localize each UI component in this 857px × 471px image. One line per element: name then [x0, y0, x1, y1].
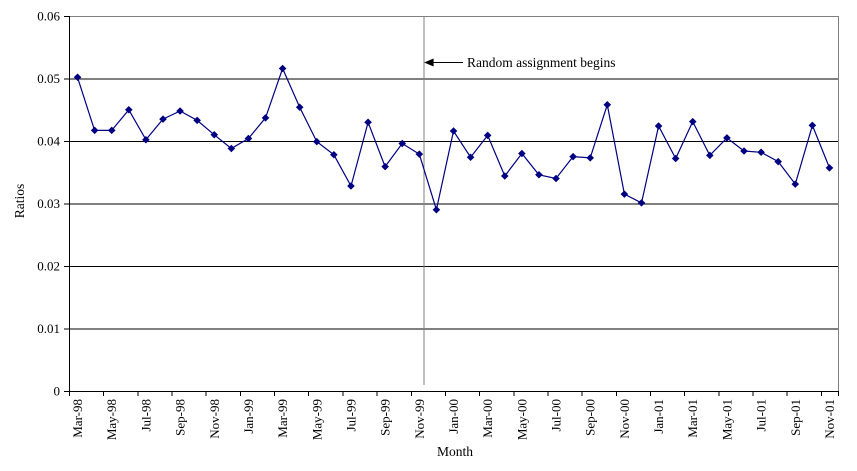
x-tick-label: Mar-00 [480, 399, 495, 438]
y-tick-label: 0 [54, 384, 61, 399]
x-tick-label: Sep-00 [583, 399, 598, 436]
data-point-marker [518, 149, 526, 158]
data-point-marker [193, 116, 201, 125]
data-point-marker [90, 126, 99, 135]
data-point-marker [364, 118, 372, 127]
data-point-marker [688, 117, 697, 126]
data-point-marker [398, 139, 407, 148]
x-tick-label: Jan-99 [241, 399, 256, 434]
data-point-marker [791, 180, 800, 188]
data-point-marker [774, 157, 782, 166]
x-tick-label: Nov-98 [207, 399, 222, 439]
data-point-marker [825, 164, 834, 172]
data-point-marker [176, 107, 184, 115]
x-tick-label: Jan-00 [446, 399, 461, 434]
x-tick-label: May-00 [514, 399, 529, 440]
data-point-marker [227, 144, 236, 153]
data-point-marker [740, 147, 748, 155]
x-tick-label: Nov-00 [617, 399, 632, 439]
x-tick-label: Nov-99 [412, 399, 427, 439]
data-point-marker [466, 153, 475, 162]
x-tick-label: Jul-99 [343, 399, 358, 432]
data-point-marker [552, 174, 560, 183]
data-point-marker [637, 199, 646, 207]
data-point-marker [295, 103, 304, 112]
x-tick-label: Nov-01 [822, 399, 837, 439]
x-tick-label: May-01 [719, 399, 734, 440]
data-point-marker [620, 190, 629, 198]
y-tick-label: 0.04 [37, 134, 60, 149]
data-point-marker [483, 131, 492, 140]
data-point-marker [569, 152, 577, 161]
x-tick-label: Mar-99 [275, 399, 290, 438]
data-point-marker [808, 121, 817, 130]
data-point-marker [159, 115, 167, 123]
x-tick-label: May-98 [104, 399, 119, 440]
x-tick-label: Mar-98 [70, 399, 85, 438]
x-tick-label: Mar-01 [685, 399, 700, 438]
data-point-marker [415, 150, 424, 158]
data-point-marker [261, 114, 270, 122]
data-point-marker [73, 73, 82, 82]
data-point-marker [347, 182, 355, 190]
y-tick-label: 0.06 [37, 9, 60, 24]
data-point-marker [603, 100, 612, 109]
data-point-marker [107, 126, 116, 135]
x-axis-title: Month [436, 444, 473, 459]
data-point-marker [723, 134, 731, 142]
data-point-marker [278, 64, 287, 73]
data-point-marker [244, 134, 253, 143]
data-point-marker [757, 148, 765, 157]
y-tick-label: 0.03 [37, 196, 60, 211]
data-point-marker [535, 170, 543, 179]
annotation-arrowhead [424, 58, 434, 67]
data-point-marker [432, 205, 441, 214]
y-axis-title: Ratios [12, 183, 27, 219]
x-tick-label: Sep-98 [173, 399, 188, 436]
x-tick-label: Sep-99 [378, 399, 393, 436]
x-tick-label: Jul-98 [138, 399, 153, 432]
x-tick-label: Jul-00 [549, 399, 564, 432]
x-tick-label: Jul-01 [754, 399, 769, 432]
data-point-marker [381, 162, 389, 171]
x-tick-label: May-99 [309, 399, 324, 440]
data-point-marker [210, 130, 219, 139]
data-point-marker [706, 151, 714, 160]
data-point-marker [586, 154, 595, 162]
data-point-marker [449, 127, 458, 135]
y-tick-label: 0.02 [37, 259, 60, 274]
data-point-marker [671, 154, 680, 163]
data-point-marker [500, 172, 509, 180]
data-point-marker [312, 137, 321, 146]
annotation-text: Random assignment begins [467, 55, 616, 70]
data-point-marker [125, 105, 133, 114]
data-point-marker [654, 122, 663, 130]
data-point-marker [330, 150, 338, 159]
y-tick-label: 0.01 [37, 321, 60, 336]
data-point-marker [142, 135, 150, 144]
x-tick-label: Sep-01 [788, 399, 803, 436]
x-tick-label: Jan-01 [651, 399, 666, 434]
y-tick-label: 0.05 [37, 71, 60, 86]
series-line [76, 66, 831, 213]
